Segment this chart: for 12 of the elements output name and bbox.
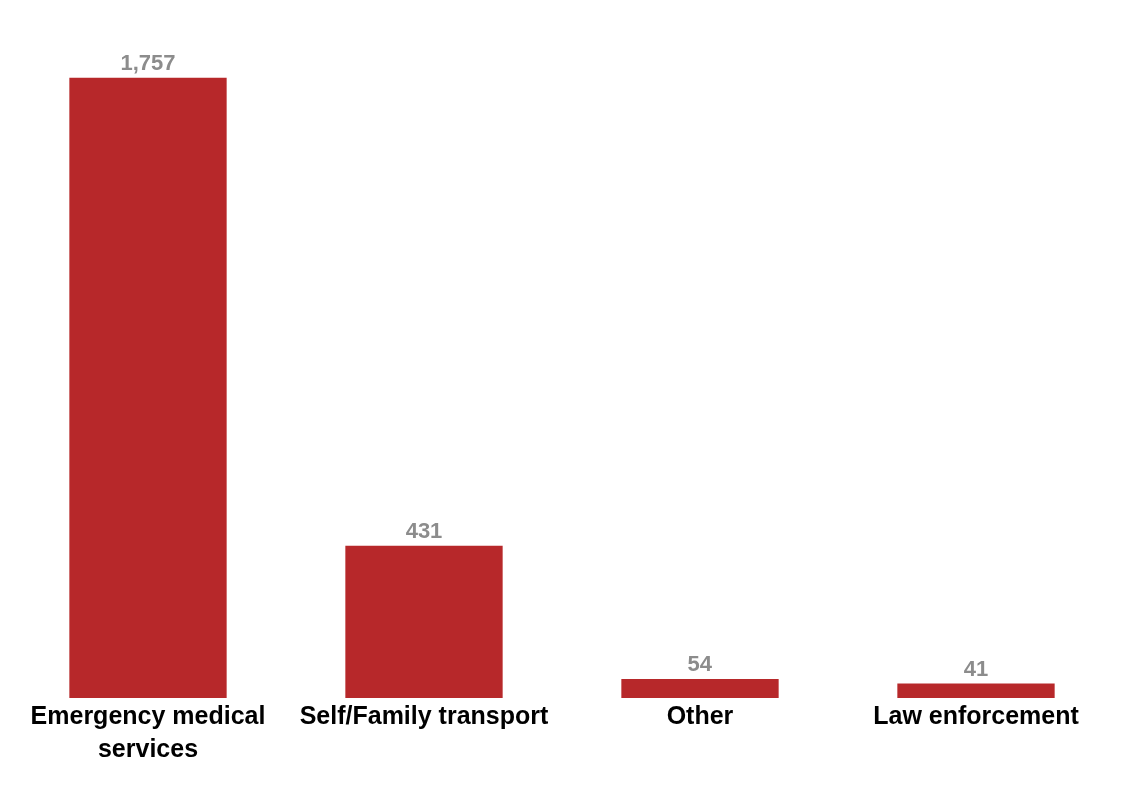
data-label: 431 xyxy=(405,517,443,543)
x-tick-label: Emergency medical services xyxy=(30,701,266,762)
data-label: 41 xyxy=(963,655,989,681)
data-label: 1,757 xyxy=(120,49,176,75)
x-tick-label: Law enforcement xyxy=(873,701,1080,729)
bar xyxy=(621,678,779,698)
bar xyxy=(897,683,1055,698)
x-tick-label: Other xyxy=(666,701,734,729)
bar xyxy=(345,545,503,698)
bar xyxy=(69,77,227,698)
data-label: 54 xyxy=(687,650,713,676)
x-tick-label: Self/Family transport xyxy=(299,701,550,729)
